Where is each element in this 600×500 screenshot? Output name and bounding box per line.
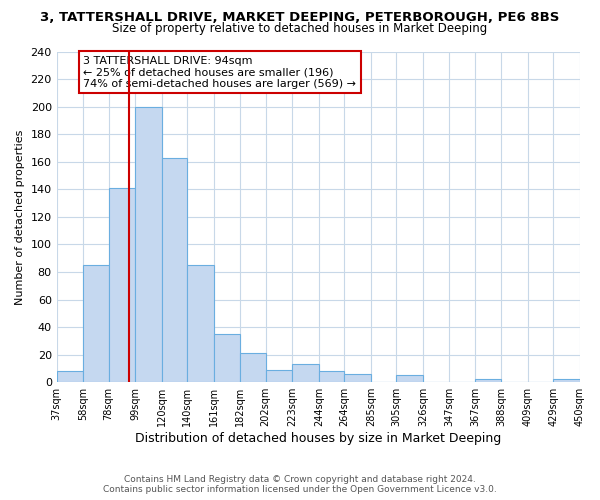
Bar — [56, 371, 83, 382]
Bar — [266, 370, 292, 382]
Bar — [241, 354, 266, 382]
Text: Contains HM Land Registry data © Crown copyright and database right 2024.
Contai: Contains HM Land Registry data © Crown c… — [103, 474, 497, 494]
Bar — [162, 158, 187, 382]
Y-axis label: Number of detached properties: Number of detached properties — [15, 129, 25, 304]
Bar — [135, 106, 162, 382]
Bar — [83, 265, 109, 382]
Bar — [396, 376, 423, 382]
Text: 3 TATTERSHALL DRIVE: 94sqm
← 25% of detached houses are smaller (196)
74% of sem: 3 TATTERSHALL DRIVE: 94sqm ← 25% of deta… — [83, 56, 356, 89]
Bar — [214, 334, 241, 382]
Bar — [475, 380, 502, 382]
Bar — [109, 188, 135, 382]
Bar — [553, 380, 580, 382]
Text: Size of property relative to detached houses in Market Deeping: Size of property relative to detached ho… — [112, 22, 488, 35]
X-axis label: Distribution of detached houses by size in Market Deeping: Distribution of detached houses by size … — [135, 432, 502, 445]
Bar — [187, 265, 214, 382]
Bar — [319, 371, 344, 382]
Bar — [344, 374, 371, 382]
Bar — [292, 364, 319, 382]
Text: 3, TATTERSHALL DRIVE, MARKET DEEPING, PETERBOROUGH, PE6 8BS: 3, TATTERSHALL DRIVE, MARKET DEEPING, PE… — [40, 11, 560, 24]
